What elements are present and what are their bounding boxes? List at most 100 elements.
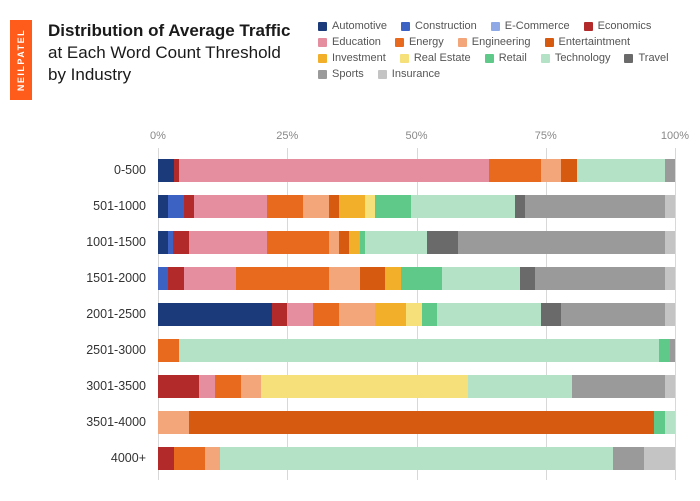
legend-item: Entertaintment: [545, 36, 631, 48]
axis-tick: 0%: [150, 130, 166, 142]
legend-swatch: [458, 38, 467, 47]
bar-segment: [349, 231, 359, 254]
legend-item: E-Commerce: [491, 20, 570, 32]
bar-segment: [541, 159, 562, 182]
legend-item: Technology: [541, 52, 611, 64]
legend-label: Insurance: [392, 68, 440, 80]
bar-segment: [561, 303, 664, 326]
bar-segment: [572, 375, 665, 398]
brand-text: NEILPATEL: [16, 29, 26, 91]
bar-segment: [339, 231, 349, 254]
bar-segment: [520, 267, 536, 290]
bar-segment: [158, 447, 174, 470]
bar-segment: [644, 447, 675, 470]
gridline: [675, 148, 676, 480]
legend-item: Insurance: [378, 68, 440, 80]
legend: Automotive Construction E-Commerce Economic…: [318, 20, 680, 86]
legend-item: Retail: [485, 52, 527, 64]
bar-segment: [329, 195, 339, 218]
bar-segment: [339, 303, 375, 326]
legend-label: Sports: [332, 68, 364, 80]
legend-swatch: [400, 54, 409, 63]
bar-segment: [189, 411, 654, 434]
bar-label: 2001-2500: [48, 307, 158, 321]
legend-label: Energy: [409, 36, 444, 48]
legend-swatch: [491, 22, 500, 31]
bar-segment: [179, 159, 489, 182]
bar-segment: [287, 303, 313, 326]
bar-segment: [670, 339, 675, 362]
bar-segment: [184, 267, 236, 290]
legend-label: Investment: [332, 52, 386, 64]
bar-segment: [665, 375, 675, 398]
legend-item: Sports: [318, 68, 364, 80]
legend-label: Economics: [598, 20, 652, 32]
bar-row: 501-1000: [48, 188, 675, 224]
legend-swatch: [318, 38, 327, 47]
legend-label: Retail: [499, 52, 527, 64]
axis-tick: 75%: [535, 130, 557, 142]
bar-segment: [199, 375, 215, 398]
legend-swatch: [584, 22, 593, 31]
bar-track: [158, 339, 675, 362]
bar-segment: [173, 231, 189, 254]
bar-track: [158, 267, 675, 290]
bar-segment: [375, 195, 411, 218]
bar-segment: [577, 159, 665, 182]
bar-segment: [654, 411, 664, 434]
bar-segment: [184, 195, 194, 218]
bar-label: 4000+: [48, 451, 158, 465]
bar-segment: [303, 195, 329, 218]
axis-tick: 50%: [405, 130, 427, 142]
bar-segment: [158, 195, 168, 218]
bar-segment: [205, 447, 221, 470]
bar-segment: [158, 159, 174, 182]
bar-segment: [437, 303, 540, 326]
bar-segment: [665, 159, 675, 182]
bar-segment: [665, 195, 675, 218]
brand-badge: NEILPATEL: [10, 20, 32, 100]
legend-item: Automotive: [318, 20, 387, 32]
bar-track: [158, 447, 675, 470]
bar-segment: [422, 303, 438, 326]
legend-swatch: [401, 22, 410, 31]
legend-swatch: [485, 54, 494, 63]
legend-label: Real Estate: [414, 52, 471, 64]
legend-label: Construction: [415, 20, 477, 32]
bar-segment: [442, 267, 520, 290]
bar-segment: [329, 267, 360, 290]
bar-segment: [411, 195, 514, 218]
legend-swatch: [318, 22, 327, 31]
bar-row: 0-500: [48, 152, 675, 188]
bar-segment: [665, 303, 675, 326]
bar-label: 2501-3000: [48, 343, 158, 357]
bar-segment: [168, 195, 184, 218]
legend-item: Education: [318, 36, 381, 48]
bar-row: 2001-2500: [48, 296, 675, 332]
bars-container: 0-500501-10001001-15001501-20002001-2500…: [48, 152, 675, 476]
bar-segment: [272, 303, 288, 326]
bar-segment: [189, 231, 267, 254]
bar-label: 1501-2000: [48, 271, 158, 285]
legend-swatch: [624, 54, 633, 63]
bar-segment: [158, 303, 272, 326]
bar-track: [158, 159, 675, 182]
legend-label: Technology: [555, 52, 611, 64]
bar-segment: [158, 231, 168, 254]
bar-segment: [375, 303, 406, 326]
bar-segment: [241, 375, 262, 398]
bar-segment: [541, 303, 562, 326]
bar-segment: [174, 447, 205, 470]
bar-segment: [406, 303, 422, 326]
legend-label: Travel: [638, 52, 668, 64]
axis-tick: 100%: [661, 130, 689, 142]
legend-swatch: [541, 54, 550, 63]
axis-ticks: 0%25%50%75%100%: [158, 130, 675, 152]
bar-segment: [168, 267, 184, 290]
chart-title: Distribution of Average Traffic at Each …: [48, 20, 298, 86]
bar-segment: [535, 267, 664, 290]
bar-segment: [360, 267, 386, 290]
bar-label: 0-500: [48, 163, 158, 177]
legend-swatch: [318, 70, 327, 79]
legend-item: Travel: [624, 52, 668, 64]
